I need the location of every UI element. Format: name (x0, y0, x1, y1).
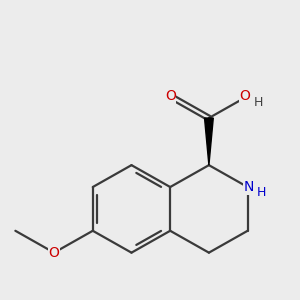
Text: O: O (165, 89, 176, 103)
Text: N: N (244, 180, 254, 194)
Text: O: O (49, 246, 59, 260)
Text: H: H (257, 186, 266, 199)
Polygon shape (205, 118, 213, 165)
Text: O: O (239, 89, 250, 103)
Text: H: H (254, 96, 263, 109)
